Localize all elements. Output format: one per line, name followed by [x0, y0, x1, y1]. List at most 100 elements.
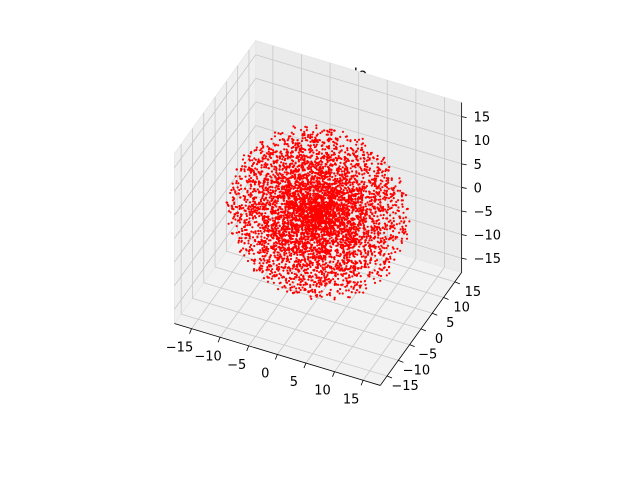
data-point [307, 167, 310, 170]
data-point [329, 168, 332, 171]
data-point [379, 252, 382, 255]
data-point [275, 159, 278, 162]
data-point [328, 178, 331, 181]
data-point [338, 179, 341, 183]
data-point [318, 180, 321, 183]
data-point [362, 193, 365, 197]
data-point [404, 194, 408, 197]
data-point [284, 225, 287, 228]
data-point [281, 131, 284, 135]
data-point [275, 205, 278, 208]
data-point [340, 187, 343, 191]
data-point [326, 210, 329, 213]
data-point [359, 190, 363, 193]
data-point [258, 257, 262, 260]
data-point [393, 227, 396, 230]
data-point [373, 214, 376, 218]
data-point [379, 198, 382, 201]
data-point [245, 233, 248, 236]
data-point [287, 243, 290, 246]
data-point [271, 149, 275, 152]
data-point [379, 274, 383, 278]
data-point [330, 255, 333, 258]
data-point [285, 168, 288, 171]
data-point [334, 239, 337, 242]
data-point [248, 220, 251, 223]
data-point [350, 217, 353, 220]
data-point [382, 191, 385, 194]
data-point [327, 264, 330, 267]
data-point [262, 250, 265, 253]
data-point [336, 273, 339, 276]
data-point [357, 198, 360, 201]
data-point [356, 209, 359, 212]
data-point [369, 208, 372, 211]
data-point [338, 193, 341, 196]
data-point [311, 220, 314, 223]
data-point [267, 276, 270, 279]
data-point [311, 184, 314, 187]
data-point [348, 274, 351, 277]
data-point [297, 145, 300, 148]
data-point [274, 227, 277, 230]
data-point [257, 180, 260, 183]
data-point [258, 223, 261, 226]
data-point [351, 275, 354, 278]
data-point [286, 143, 289, 146]
data-point [333, 172, 336, 175]
data-point [314, 174, 317, 177]
data-point [303, 176, 306, 179]
data-point [364, 144, 367, 147]
data-point [258, 171, 261, 174]
data-point [335, 267, 338, 270]
data-point [370, 199, 373, 202]
data-point [359, 213, 362, 216]
data-point [303, 148, 306, 151]
data-point [380, 240, 383, 243]
data-point [275, 167, 278, 170]
data-point [297, 260, 300, 263]
scatter-points [225, 124, 411, 301]
data-point [324, 278, 327, 281]
data-point [265, 186, 268, 189]
data-point [357, 224, 360, 228]
data-point [324, 162, 327, 166]
data-point [326, 293, 329, 296]
data-point [261, 248, 264, 252]
data-point [239, 196, 242, 199]
grid-line [255, 101, 462, 165]
data-point [293, 226, 296, 229]
data-point [315, 195, 318, 198]
data-point [299, 281, 302, 284]
data-point [274, 271, 277, 274]
data-point [309, 284, 312, 287]
data-point [292, 187, 295, 190]
data-point [271, 186, 274, 189]
data-point [256, 177, 259, 180]
data-point [378, 226, 381, 229]
data-point [232, 186, 235, 189]
data-point [247, 193, 250, 196]
data-point [347, 186, 350, 189]
data-point [330, 133, 333, 136]
data-point [312, 131, 315, 134]
data-point [321, 266, 324, 269]
data-point [248, 174, 251, 177]
data-point [327, 208, 330, 211]
data-point [278, 155, 281, 158]
data-point [386, 258, 390, 261]
data-point [352, 272, 355, 275]
data-point [275, 264, 278, 267]
data-point [318, 228, 322, 231]
data-point [255, 269, 258, 272]
data-point [325, 212, 328, 215]
data-point [303, 197, 306, 200]
data-point [352, 174, 355, 177]
data-point [385, 237, 388, 240]
data-point [310, 237, 314, 240]
data-point [379, 201, 382, 204]
data-point [345, 252, 348, 255]
data-point [338, 263, 341, 266]
data-point [314, 273, 317, 276]
data-point [384, 225, 387, 229]
